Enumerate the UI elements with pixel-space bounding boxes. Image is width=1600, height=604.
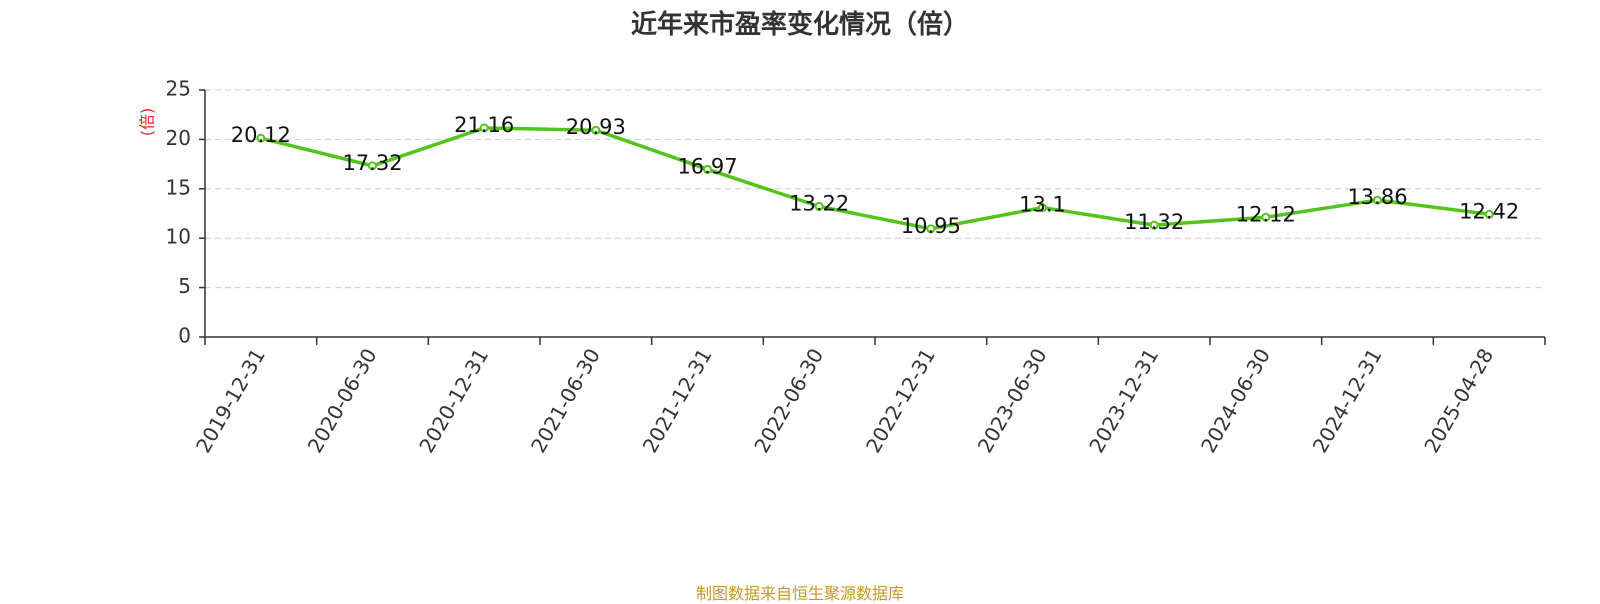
x-tick-label: 2019-12-31 xyxy=(191,344,270,457)
y-tick-label: 5 xyxy=(178,274,191,298)
data-label: 16.97 xyxy=(677,154,737,178)
data-label: 13.1 xyxy=(1019,193,1066,217)
y-tick-label: 25 xyxy=(166,77,191,101)
y-tick-label: 0 xyxy=(178,324,191,348)
data-label: 17.32 xyxy=(342,151,402,175)
data-label: 12.12 xyxy=(1236,202,1296,226)
x-tick-label: 2020-12-31 xyxy=(414,344,493,457)
x-tick-label: 2022-12-31 xyxy=(861,344,940,457)
x-tick-label: 2021-06-30 xyxy=(526,344,605,457)
data-point xyxy=(1261,212,1271,222)
data-point xyxy=(814,201,824,211)
y-tick-label: 15 xyxy=(166,175,191,199)
axes xyxy=(199,89,1546,345)
data-label: 13.22 xyxy=(789,191,849,215)
x-tick-label: 2021-12-31 xyxy=(638,344,717,457)
data-point xyxy=(479,123,489,133)
source-note: 制图数据来自恒生聚源数据库 xyxy=(695,584,904,603)
data-point xyxy=(368,161,377,171)
y-tick-labels: 0 5 10 15 20 25 xyxy=(166,77,191,348)
data-point xyxy=(1149,220,1159,230)
data-point xyxy=(1484,209,1494,219)
series-line-group xyxy=(256,123,1494,234)
data-label: 20.93 xyxy=(566,115,626,139)
x-tick-label: 2020-06-30 xyxy=(303,344,382,457)
data-label: 10.95 xyxy=(901,214,961,238)
y-tick-label: 10 xyxy=(166,225,191,249)
x-tick-label: 2025-04-28 xyxy=(1419,344,1498,457)
x-tick-label: 2024-12-31 xyxy=(1308,344,1387,457)
data-point xyxy=(703,164,712,174)
data-point xyxy=(256,133,266,143)
data-label: 13.86 xyxy=(1347,185,1407,209)
x-tick-labels: 2019-12-31 2020-06-30 2020-12-31 2021-06-30… xyxy=(191,344,1498,457)
data-point xyxy=(1373,195,1382,205)
x-tick-label: 2022-06-30 xyxy=(749,344,828,457)
data-label: 20.12 xyxy=(231,123,291,147)
data-label: 11.32 xyxy=(1124,210,1184,234)
x-tick-label: 2023-12-31 xyxy=(1084,344,1163,457)
x-tick-label: 2023-06-30 xyxy=(973,344,1052,457)
x-tick-label: 2024-06-30 xyxy=(1196,344,1275,457)
y-tick-label: 20 xyxy=(166,126,191,150)
data-point xyxy=(1038,203,1047,213)
y-axis-label: (倍) xyxy=(138,108,157,137)
data-labels: 20.12 17.32 21.16 20.93 16.97 13.22 10.95 13.1 1… xyxy=(231,113,1519,238)
chart-title: 近年来市盈率变化情况（倍） xyxy=(630,10,969,40)
data-point xyxy=(591,125,601,135)
data-label: 12.42 xyxy=(1459,199,1519,223)
series-line xyxy=(260,126,1490,231)
grid-lines xyxy=(205,89,1545,289)
data-label: 21.16 xyxy=(454,113,514,137)
data-point xyxy=(926,224,936,234)
